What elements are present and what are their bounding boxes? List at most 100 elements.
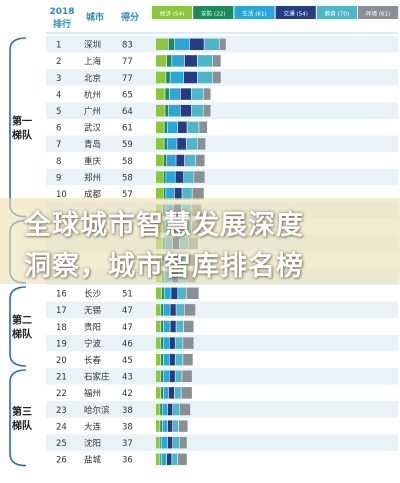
bar-segment: [181, 387, 192, 399]
bar-segment: [212, 55, 221, 67]
bar-segment: [156, 187, 164, 200]
bar-segment: [212, 71, 221, 84]
bar-segment: [170, 320, 176, 333]
bar-segment: [156, 71, 166, 84]
score-cell: 37: [122, 439, 133, 449]
city-cell: 郑州: [84, 172, 101, 183]
score-cell: 38: [122, 422, 133, 432]
score-cell: 58: [122, 157, 133, 167]
bar-segment: [156, 154, 164, 167]
city-cell: 北京: [84, 73, 101, 84]
bar-segment: [172, 55, 185, 67]
bar-segment: [160, 420, 163, 432]
bar-segment: [182, 370, 192, 383]
bar-segment: [175, 171, 184, 183]
bar-segment: [166, 187, 175, 200]
bar-segment: [160, 436, 162, 449]
bar-segment: [184, 154, 196, 167]
city-cell: 福州: [84, 388, 101, 399]
table-row: [46, 69, 398, 86]
bar-segment: [172, 453, 178, 466]
rank-cell: 19: [56, 339, 67, 349]
score-cell: 47: [122, 323, 133, 333]
bar-segment: [170, 71, 184, 84]
legend-label: 经济 (54): [160, 9, 184, 17]
bar-segment: [184, 55, 197, 67]
legend-label: 生活 (61): [242, 9, 266, 17]
score-cell: 77: [122, 57, 133, 67]
bar-segment: [179, 403, 191, 416]
legend-swatch: [275, 6, 316, 19]
legend-label: 安防 (22): [201, 9, 225, 17]
rank-cell: 22: [56, 389, 67, 399]
bar-segment: [167, 121, 178, 134]
city-cell: 沈阳: [84, 438, 101, 449]
rank-cell: 23: [56, 406, 67, 416]
score-cell: 59: [122, 140, 133, 150]
bar-segment: [184, 304, 196, 316]
bar-segment: [167, 154, 176, 167]
bar-segment: [156, 353, 161, 366]
table-row: [46, 285, 398, 302]
tier-bracket: [9, 286, 27, 367]
score-cell: 45: [122, 356, 133, 366]
bar-segment: [156, 337, 161, 349]
bar-segment: [164, 138, 168, 150]
city-cell: 长沙: [84, 289, 102, 300]
bar-segment: [169, 370, 175, 383]
legend-label: 教育 (70): [325, 9, 349, 17]
bar-segment: [174, 187, 182, 200]
rank-cell: 1: [56, 41, 61, 51]
tier-label: 梯队: [12, 419, 33, 432]
bar-segment: [163, 387, 169, 399]
table-row: [46, 334, 398, 352]
bar-segment: [183, 171, 194, 183]
bar-segment: [161, 436, 168, 449]
legend-label: 环境 (61): [366, 9, 390, 17]
bar-segment: [161, 287, 164, 300]
score-cell: 61: [122, 124, 133, 134]
bar-segment: [156, 38, 169, 51]
bar-segment: [169, 88, 180, 100]
bar-segment: [219, 38, 226, 51]
rank-cell: 10: [56, 190, 67, 200]
city-cell: 杭州: [84, 89, 101, 100]
legend-label: 交通 (54): [283, 9, 307, 17]
score-cell: 64: [122, 107, 133, 117]
bar-segment: [167, 55, 172, 67]
bar-segment: [186, 138, 197, 150]
title-banner: [0, 198, 400, 284]
bar-segment: [163, 187, 166, 200]
rank-cell: 7: [56, 140, 61, 150]
bar-segment: [156, 121, 164, 134]
banner-title-line-2: 洞察，城市智库排名榜: [24, 251, 304, 282]
legend-swatch: [358, 6, 399, 19]
bar-segment: [180, 88, 192, 100]
score-cell: 57: [122, 190, 133, 200]
rank-cell: 25: [56, 439, 67, 449]
city-cell: 上海: [84, 56, 102, 67]
legend-swatch: [193, 6, 234, 19]
header-rank: 排行: [53, 18, 71, 30]
bar-segment: [171, 287, 178, 300]
bar-segment: [178, 287, 186, 300]
tier-label: 第一: [12, 114, 32, 127]
bar-segment: [172, 420, 179, 432]
bar-segment: [156, 304, 161, 316]
bar-segment: [166, 171, 175, 183]
bar-segment: [203, 88, 211, 100]
bar-segment: [166, 71, 170, 84]
bar-segment: [156, 171, 164, 183]
city-cell: 盐城: [84, 455, 102, 466]
score-cell: 47: [122, 306, 133, 316]
bar-segment: [176, 154, 185, 167]
rank-cell: 2: [56, 57, 61, 67]
rank-cell: 6: [56, 124, 61, 134]
bar-segment: [197, 71, 213, 84]
bar-segment: [161, 304, 164, 316]
bar-segment: [167, 436, 173, 449]
table-row: [46, 368, 398, 385]
bar-segment: [156, 320, 161, 333]
bar-segment: [195, 154, 205, 167]
table-row: [46, 434, 398, 451]
